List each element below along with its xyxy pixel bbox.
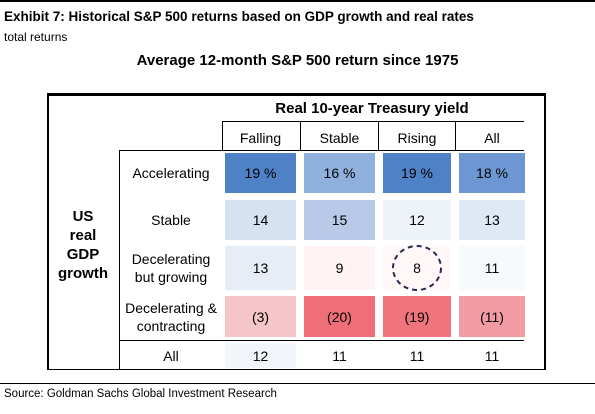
table-cell: 11 bbox=[304, 343, 375, 368]
table-cell: 11 bbox=[459, 246, 525, 290]
row-label-line: contracting bbox=[136, 317, 206, 334]
row-label-line: Stable bbox=[151, 212, 191, 228]
table-cell: 19 % bbox=[225, 153, 296, 193]
table-cell: 15 bbox=[304, 200, 375, 240]
column-header-stable: Stable bbox=[319, 130, 360, 146]
exhibit-title: Exhibit 7: Historical S&P 500 returns ba… bbox=[4, 9, 474, 24]
row-group-label-line: real bbox=[69, 227, 97, 244]
highlight-ellipse bbox=[392, 245, 442, 291]
row-label-line: Decelerating bbox=[131, 251, 211, 267]
header-underline bbox=[120, 150, 524, 151]
row-label-line: but growing bbox=[134, 269, 208, 285]
column-header-all: All bbox=[484, 130, 500, 146]
table-cell: 13 bbox=[459, 200, 525, 240]
table-cell: 18 % bbox=[459, 153, 525, 193]
table-cell: 9 bbox=[304, 246, 375, 290]
top-rule bbox=[0, 0, 595, 2]
table-cell: 12 bbox=[383, 200, 451, 240]
table-cell: 8 bbox=[383, 246, 451, 290]
row-label-line: Accelerating bbox=[132, 165, 210, 181]
row-group-label: US real GDP growth bbox=[52, 205, 114, 285]
table-cell: (19) bbox=[383, 296, 451, 337]
table-cell: 13 bbox=[225, 246, 296, 290]
header-divider bbox=[222, 121, 223, 151]
table-cell: 11 bbox=[459, 343, 525, 368]
row-label: All bbox=[120, 341, 222, 370]
chart-title: Average 12-month S&P 500 return since 19… bbox=[136, 52, 459, 69]
column-group-label: Real 10-year Treasury yield bbox=[275, 99, 469, 117]
table-cell: 16 % bbox=[304, 153, 375, 193]
column-header-rising: Rising bbox=[397, 130, 437, 146]
table-top-border bbox=[47, 93, 546, 96]
subtitle: total returns bbox=[4, 30, 68, 44]
table-cell: 19 % bbox=[383, 153, 451, 193]
row-label: Decelerating but growing bbox=[120, 244, 222, 292]
header-divider bbox=[455, 121, 456, 151]
table-cell: (3) bbox=[225, 296, 296, 337]
source-note: Source: Goldman Sachs Global Investment … bbox=[4, 388, 277, 400]
row-label: Stable bbox=[120, 198, 222, 242]
header-divider bbox=[300, 121, 301, 151]
column-header-falling: Falling bbox=[239, 130, 282, 146]
row-group-label-line: growth bbox=[58, 265, 108, 282]
table-cell: (20) bbox=[304, 296, 375, 337]
table-cell: 14 bbox=[225, 200, 296, 240]
column-group-underline bbox=[222, 121, 524, 122]
highlight-circle bbox=[392, 245, 442, 291]
source-divider bbox=[0, 383, 595, 384]
table-cell: 11 bbox=[383, 343, 451, 368]
row-label-divider bbox=[119, 150, 120, 370]
table-frame bbox=[47, 93, 546, 370]
row-label: Decelerating & contracting bbox=[120, 294, 222, 339]
header-divider bbox=[378, 121, 379, 151]
row-label-line: Decelerating & bbox=[125, 299, 217, 316]
totals-divider bbox=[120, 340, 524, 341]
row-label: Accelerating bbox=[120, 151, 222, 195]
row-group-label-line: GDP bbox=[66, 246, 100, 263]
table-cell: (11) bbox=[459, 296, 525, 337]
row-group-label-line: US bbox=[72, 208, 94, 225]
table-cell: 12 bbox=[225, 343, 296, 368]
row-label-line: All bbox=[163, 347, 179, 364]
